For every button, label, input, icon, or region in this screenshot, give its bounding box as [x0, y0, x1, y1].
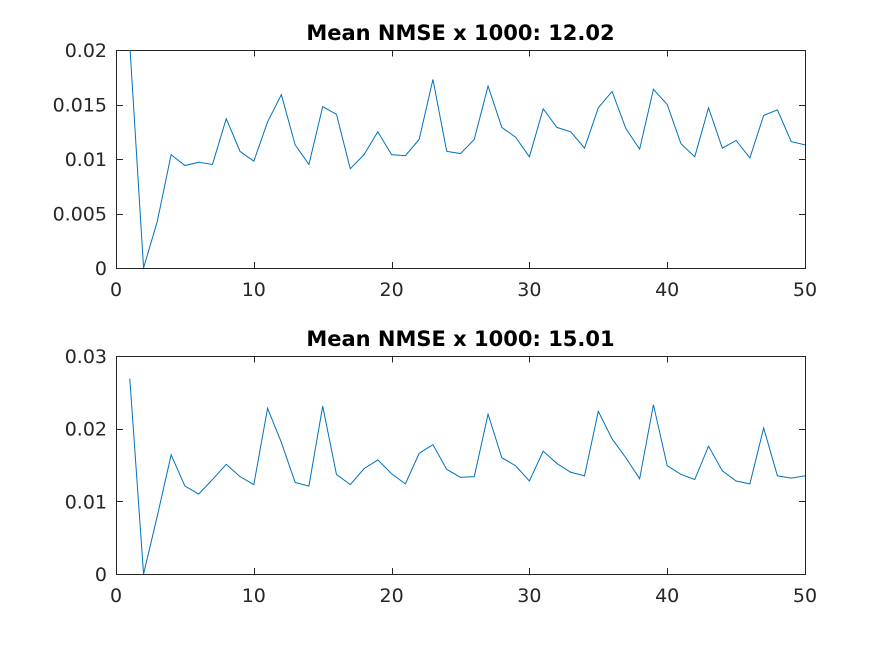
plot-area	[116, 50, 806, 269]
x-tick-label: 0	[110, 279, 122, 301]
x-tick-label: 50	[793, 279, 817, 301]
x-tick-label: 50	[793, 585, 817, 607]
series-line	[129, 378, 806, 575]
y-tick-label: 0.03	[65, 346, 107, 368]
y-tick-label: 0	[95, 258, 107, 280]
x-tick-label: 40	[655, 585, 679, 607]
y-tick-label: 0.01	[65, 149, 107, 171]
top-chart: 0 10 20 30 40 50 0 0.005 0.01 0.015 0.02 Mean NMSE …	[53, 21, 818, 301]
chart-title: Mean NMSE x 1000: 15.01	[306, 327, 614, 351]
y-tick-label: 0.02	[65, 419, 107, 441]
y-tick-label: 0.015	[53, 95, 107, 117]
y-tick-label: 0.02	[65, 40, 107, 62]
y-tick-label: 0.005	[53, 204, 107, 226]
y-tick-label: 0	[95, 564, 107, 586]
x-tick-label: 10	[242, 585, 266, 607]
x-tick-label: 0	[110, 585, 122, 607]
y-tick-label: 0.01	[65, 491, 107, 513]
bottom-chart: 0 10 20 30 40 50 0 0.01 0.02 0.03 Mean NMSE x 1000…	[65, 327, 817, 607]
series-line	[129, 50, 806, 269]
x-tick-label: 30	[517, 585, 541, 607]
chart-title: Mean NMSE x 1000: 12.02	[306, 21, 614, 45]
plot-area	[116, 356, 806, 575]
x-tick-label: 40	[655, 279, 679, 301]
x-tick-label: 30	[517, 279, 541, 301]
x-tick-label: 10	[242, 279, 266, 301]
x-tick-label: 20	[380, 279, 404, 301]
x-tick-label: 20	[380, 585, 404, 607]
